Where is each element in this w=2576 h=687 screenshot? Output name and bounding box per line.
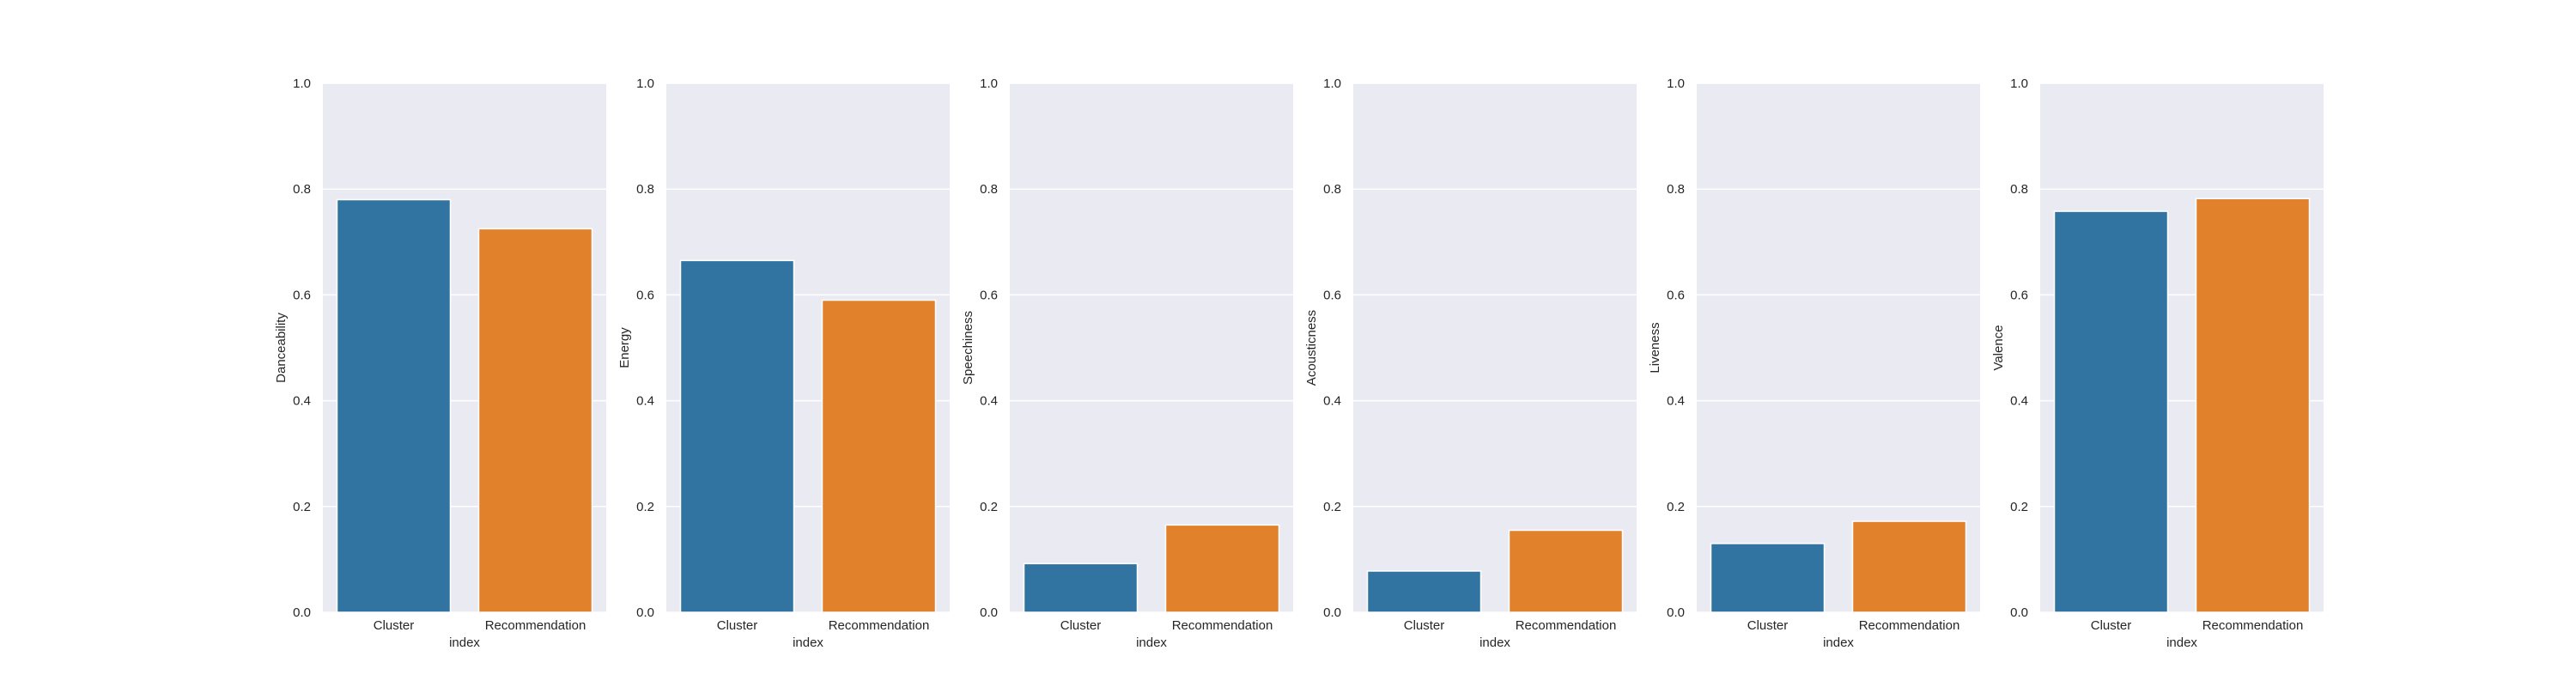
y-tick-label: 0.4 [980,394,998,409]
x-axis-label: index [1479,635,1510,650]
y-tick-label: 0.6 [2010,288,2028,302]
plot-background [1010,83,1293,612]
x-tick-label: Recommendation [829,618,930,633]
y-tick-label: 0.2 [293,500,311,514]
y-tick-label: 0.8 [980,182,998,197]
chart-panel-4: 0.0 0.2 0.4 0.6 0.8 1.0 Cluster Recommendation i… [1304,76,1637,650]
bar-recommendation [1851,520,1967,613]
bar-cluster [1023,562,1139,613]
y-axis-label: Danceability [274,313,289,383]
chart-panel-3: 0.0 0.2 0.4 0.6 0.8 1.0 Cluster Recommendation i… [961,76,1293,650]
x-tick-label: Cluster [374,618,415,633]
y-tick-label: 0.4 [293,394,311,409]
x-tick-label: Cluster [2091,618,2132,633]
x-tick-label: Cluster [1060,618,1102,633]
x-tick-label: Recommendation [1516,618,1617,633]
x-tick-label: Recommendation [485,618,586,633]
x-tick-label: Cluster [717,618,758,633]
y-tick-label: 0.0 [1667,605,1685,620]
y-tick-label: 1.0 [293,76,311,91]
y-tick-label: 0.4 [2010,394,2028,409]
x-axis-label: index [449,635,480,650]
y-tick-label: 0.2 [1667,500,1685,514]
x-tick-label: Cluster [1747,618,1789,633]
x-axis-label: index [793,635,823,650]
x-axis-label: index [1823,635,1854,650]
bar-recommendation [2195,198,2311,613]
y-axis-label: Energy [617,327,632,368]
y-tick-label: 0.2 [2010,500,2028,514]
y-tick-label: 0.0 [293,605,311,620]
x-tick-label: Recommendation [2202,618,2304,633]
y-axis-label: Liveness [1648,322,1662,373]
y-axis-label: Acousticness [1304,310,1319,386]
y-tick-label: 1.0 [1323,76,1341,91]
y-tick-label: 0.4 [1667,394,1685,409]
y-tick-label: 0.2 [980,500,998,514]
chart-panel-1: 0.0 0.2 0.4 0.6 0.8 1.0 Cluster Recommendation i… [274,76,606,650]
y-tick-label: 0.6 [636,288,654,302]
y-tick-label: 0.8 [293,182,311,197]
chart-panel-2: 0.0 0.2 0.4 0.6 0.8 1.0 Cluster Recommendation i… [617,76,950,650]
bar-recommendation [477,228,593,613]
y-axis-label: Valence [1991,325,2006,370]
y-tick-label: 1.0 [2010,76,2028,91]
bar-recommendation [1164,524,1280,613]
y-tick-label: 1.0 [980,76,998,91]
y-tick-label: 0.2 [1323,500,1341,514]
bar-cluster [1710,543,1826,613]
y-axis-label: Speechiness [961,311,975,385]
x-axis-label: index [1136,635,1167,650]
chart-panel-6: 0.0 0.2 0.4 0.6 0.8 1.0 Cluster Recommendation i… [1991,76,2324,650]
x-tick-label: Cluster [1404,618,1445,633]
y-tick-label: 0.0 [2010,605,2028,620]
y-tick-label: 0.6 [1323,288,1341,302]
y-tick-label: 0.8 [1323,182,1341,197]
y-tick-label: 1.0 [636,76,654,91]
y-tick-label: 0.4 [636,394,654,409]
y-tick-label: 1.0 [1667,76,1685,91]
y-tick-label: 0.0 [1323,605,1341,620]
chart-panel-5: 0.0 0.2 0.4 0.6 0.8 1.0 Cluster Recommendation i… [1648,76,1980,650]
y-tick-label: 0.8 [636,182,654,197]
bar-cluster [679,259,795,613]
x-axis-label: index [2166,635,2197,650]
y-tick-label: 0.2 [636,500,654,514]
x-tick-label: Recommendation [1172,618,1273,633]
y-tick-label: 0.6 [1667,288,1685,302]
bar-recommendation [821,299,937,613]
y-tick-label: 0.8 [1667,182,1685,197]
y-tick-label: 0.8 [2010,182,2028,197]
bar-recommendation [1508,529,1624,613]
y-tick-label: 0.6 [293,288,311,302]
y-tick-label: 0.4 [1323,394,1341,409]
x-tick-label: Recommendation [1859,618,1960,633]
y-tick-label: 0.6 [980,288,998,302]
y-tick-label: 0.0 [980,605,998,620]
bar-cluster [1366,570,1482,613]
y-tick-label: 0.0 [636,605,654,620]
bar-cluster [336,198,452,613]
bar-cluster [2053,210,2169,613]
plot-background [1353,83,1637,612]
